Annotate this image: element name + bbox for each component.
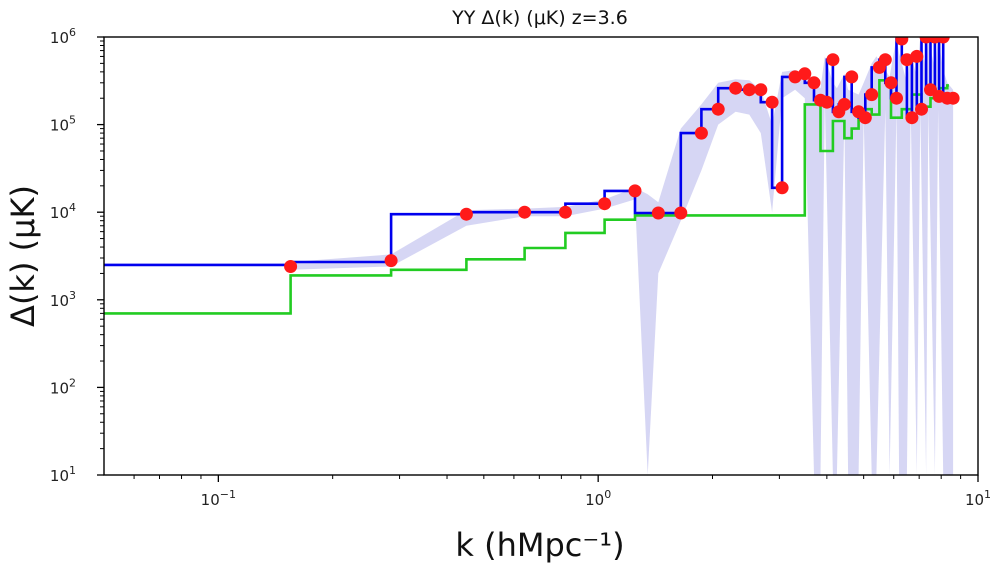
data-point [910, 49, 924, 63]
y-tick-label: 103 [50, 289, 76, 310]
data-point [765, 95, 779, 109]
data-point [729, 81, 743, 95]
data-point [558, 205, 572, 219]
data-point [890, 91, 903, 105]
y-tick-label: 101 [50, 464, 76, 485]
data-point [711, 102, 725, 116]
data-point [775, 181, 789, 195]
data-point [754, 83, 768, 97]
x-tick-label: 100 [585, 488, 611, 509]
data-point [459, 207, 473, 221]
data-point [598, 197, 612, 211]
y-tick-label: 105 [50, 114, 76, 135]
data-point [384, 254, 398, 268]
data-point [518, 205, 532, 219]
data-point [798, 67, 812, 81]
data-point [628, 184, 642, 198]
data-point [905, 111, 919, 125]
x-tick-label: 10−1 [201, 488, 236, 509]
data-point [865, 88, 879, 102]
x-axis-label: k (hMpc⁻¹) [455, 526, 624, 564]
y-tick-label: 102 [50, 376, 76, 397]
data-point [674, 206, 688, 220]
points-layer [284, 37, 960, 273]
chart-title: YY Δ(k) (μK) z=3.6 [451, 7, 628, 29]
data-point [895, 37, 909, 46]
data-point [936, 37, 950, 44]
data-point [742, 83, 756, 97]
data-point [694, 126, 708, 140]
y-tick-label: 106 [50, 26, 76, 47]
data-point [826, 53, 840, 67]
data-point [884, 76, 898, 90]
data-point [845, 70, 859, 84]
data-point [284, 260, 298, 273]
y-tick-label: 104 [50, 201, 76, 222]
data-point [651, 206, 665, 220]
data-point [900, 53, 914, 67]
axes-layer: 10−1 100 101 101 102 103 104 105 106 [50, 26, 991, 509]
plot-frame [103, 36, 979, 476]
x-tick-label: 101 [965, 488, 991, 509]
data-point [837, 97, 851, 111]
data-point [858, 111, 872, 125]
y-axis-label: Δ(k) (μK) [4, 185, 42, 327]
data-point [807, 76, 821, 90]
data-point [946, 91, 960, 105]
data-point [820, 95, 834, 109]
data-point [915, 102, 928, 116]
data-point [878, 53, 892, 67]
